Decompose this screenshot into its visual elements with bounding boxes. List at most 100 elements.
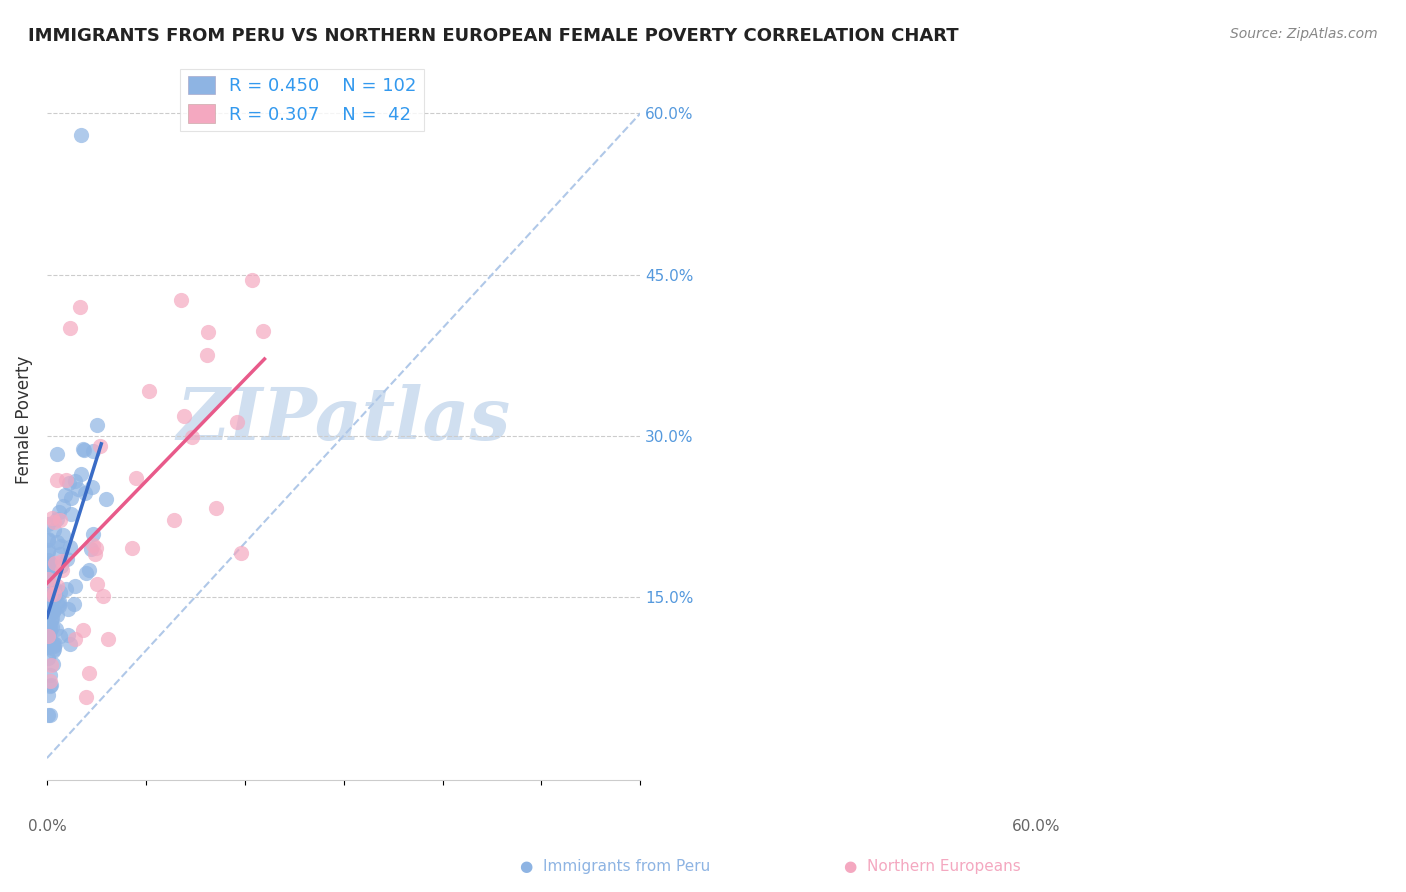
- Point: [37, 545, 59, 559]
- Point: [48, 505, 70, 519]
- Point: [37, 629, 59, 643]
- Point: [41, 613, 63, 627]
- Point: [38, 708, 60, 723]
- Point: [37, 688, 59, 702]
- Point: [75, 690, 97, 705]
- Point: [41, 599, 63, 613]
- Point: [63, 474, 86, 488]
- Point: [44, 516, 66, 530]
- Point: [163, 513, 186, 527]
- Point: [38, 624, 60, 638]
- Point: [37, 516, 59, 531]
- Point: [173, 409, 195, 423]
- Point: [73, 485, 96, 500]
- Point: [56, 602, 79, 616]
- Point: [41, 511, 63, 525]
- Point: [41, 657, 63, 672]
- Point: [97, 632, 120, 646]
- Point: [51, 554, 73, 568]
- Point: [38, 620, 60, 634]
- Point: [65, 632, 87, 647]
- Point: [39, 667, 62, 681]
- Point: [46, 447, 69, 461]
- Point: [70, 467, 93, 481]
- Point: [96, 491, 118, 506]
- Point: [225, 416, 247, 430]
- Point: [37, 635, 59, 649]
- Point: [77, 563, 100, 577]
- Point: [38, 575, 60, 590]
- Point: [83, 547, 105, 561]
- Point: [37, 624, 59, 638]
- Point: [195, 348, 218, 362]
- Point: [38, 557, 60, 571]
- Point: [197, 326, 219, 340]
- Point: [53, 488, 76, 502]
- Point: [42, 636, 65, 650]
- Point: [37, 582, 59, 596]
- Point: [181, 430, 204, 444]
- Point: [39, 679, 62, 693]
- Point: [52, 528, 75, 542]
- Point: [45, 607, 67, 622]
- Point: [44, 642, 66, 657]
- Point: [48, 599, 70, 613]
- Point: [56, 552, 79, 566]
- Text: 60.0%: 60.0%: [1012, 819, 1060, 834]
- Point: [42, 581, 65, 595]
- Point: [91, 589, 114, 603]
- Point: [49, 629, 72, 643]
- Point: [242, 272, 264, 286]
- Point: [59, 507, 82, 521]
- Point: [38, 624, 60, 639]
- Point: [62, 597, 84, 611]
- Point: [66, 482, 89, 496]
- Point: [37, 572, 59, 586]
- Text: 0.0%: 0.0%: [28, 819, 66, 834]
- Point: [56, 628, 79, 642]
- Text: IMMIGRANTS FROM PERU VS NORTHERN EUROPEAN FEMALE POVERTY CORRELATION CHART: IMMIGRANTS FROM PERU VS NORTHERN EUROPEA…: [28, 27, 959, 45]
- Point: [37, 620, 59, 634]
- Point: [37, 708, 59, 723]
- Point: [39, 658, 62, 673]
- Point: [38, 591, 60, 606]
- Point: [59, 637, 82, 651]
- Point: [49, 539, 72, 553]
- Point: [48, 594, 70, 608]
- Point: [77, 666, 100, 681]
- Point: [37, 543, 59, 558]
- Point: [37, 566, 59, 580]
- Point: [59, 321, 82, 335]
- Text: Source: ZipAtlas.com: Source: ZipAtlas.com: [1230, 27, 1378, 41]
- Point: [37, 632, 59, 646]
- Point: [80, 480, 103, 494]
- Point: [59, 491, 82, 505]
- Point: [52, 499, 75, 513]
- Point: [41, 610, 63, 624]
- Point: [63, 579, 86, 593]
- Point: [231, 546, 253, 560]
- Point: [44, 556, 66, 570]
- Point: [38, 587, 60, 601]
- Point: [204, 501, 226, 516]
- Point: [46, 579, 69, 593]
- Point: [44, 603, 66, 617]
- Point: [37, 630, 59, 644]
- Point: [38, 576, 60, 591]
- Point: [37, 552, 59, 566]
- Text: ●  Immigrants from Peru: ● Immigrants from Peru: [520, 859, 710, 874]
- Point: [121, 541, 143, 556]
- Point: [39, 569, 62, 583]
- Point: [44, 637, 66, 651]
- Point: [73, 443, 96, 458]
- Point: [69, 300, 91, 314]
- Point: [48, 597, 70, 611]
- Point: [39, 677, 62, 691]
- Point: [38, 590, 60, 604]
- Point: [39, 582, 62, 597]
- Point: [42, 639, 65, 653]
- Point: [39, 600, 62, 615]
- Point: [37, 533, 59, 548]
- Point: [44, 523, 66, 537]
- Point: [42, 587, 65, 601]
